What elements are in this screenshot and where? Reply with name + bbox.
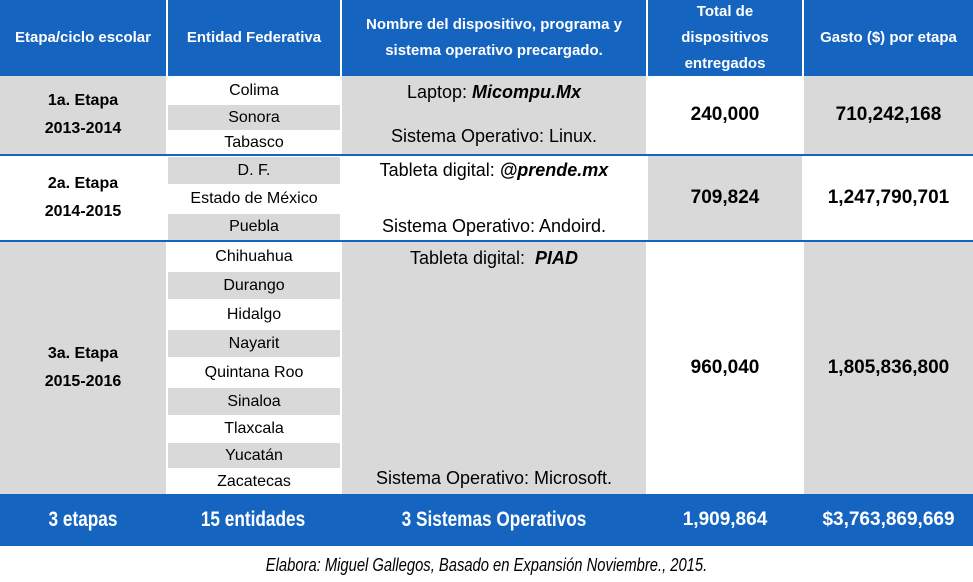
stage-years: 2013-2014	[44, 120, 122, 137]
header-device: Nombre del dispositivo, programa y siste…	[342, 0, 646, 76]
stage-name: 3a. Etapa	[47, 345, 119, 362]
device-line: Laptop: Micompu.Mx	[342, 82, 646, 103]
state-cell: Quintana Roo	[168, 359, 340, 386]
state-cell: Estado de México	[168, 185, 340, 213]
spend-cell: 710,242,168	[804, 76, 973, 154]
device-prefix: Tableta digital:	[379, 160, 500, 180]
header-stage: Etapa/ciclo escolar	[0, 0, 166, 76]
stage-years: 2015-2016	[44, 373, 122, 390]
os-line: Sistema Operativo: Microsoft.	[375, 468, 613, 488]
footer-systems: 3 Sistemas Operativos	[361, 494, 627, 546]
device-name: @prende.mx	[499, 160, 609, 180]
state-cell: Puebla	[168, 214, 340, 240]
footer-entities: 15 entidades	[176, 494, 330, 546]
total-cell: 240,000	[648, 76, 802, 154]
row-divider	[0, 154, 973, 156]
stage-cell: 1a. Etapa 2013-2014	[0, 76, 166, 154]
device-prefix: Tableta digital:	[409, 248, 536, 268]
state-cell: Sinaloa	[168, 388, 340, 415]
device-name: PIAD	[535, 248, 579, 268]
device-prefix: Laptop:	[406, 82, 473, 102]
stage-name: 2a. Etapa	[47, 175, 119, 192]
device-line: Tableta digital: PIAD	[342, 248, 646, 269]
row-divider	[0, 240, 973, 242]
state-cell: D. F.	[168, 157, 340, 184]
state-cell: Nayarit	[168, 330, 340, 357]
spend-cell: 1,805,836,800	[804, 242, 973, 494]
os-line: Sistema Operativo: Linux.	[390, 126, 598, 146]
state-cell: Hidalgo	[168, 301, 340, 328]
stage-years: 2014-2015	[44, 203, 122, 220]
device-line: Tableta digital: @prende.mx	[342, 160, 646, 181]
header-total: Total de dispositivos entregados	[648, 0, 802, 76]
footer-stages: 3 etapas	[14, 494, 152, 546]
state-cell: Tabasco	[168, 131, 340, 154]
device-name: Micompu.Mx	[472, 82, 582, 102]
device-cell: Laptop: Micompu.Mx Sistema Operativo: Li…	[342, 76, 646, 154]
state-cell: Chihuahua	[168, 243, 340, 270]
spend-cell: 1,247,790,701	[804, 156, 973, 240]
state-cell: Colima	[168, 78, 340, 104]
device-cell: Tableta digital: PIAD Sistema Operativo:…	[342, 242, 646, 494]
state-cell: Yucatán	[168, 443, 340, 468]
header-spend: Gasto ($) por etapa	[804, 0, 973, 76]
source-credit: Elabora: Miguel Gallegos, Basado en Expa…	[265, 555, 708, 575]
total-cell: 709,824	[648, 156, 802, 240]
state-cell: Durango	[168, 272, 340, 299]
header-entity: Entidad Federativa	[168, 0, 340, 76]
footer-total: 1,909,864	[648, 494, 802, 546]
stage-name: 1a. Etapa	[47, 92, 119, 109]
footer-spend: $3,763,869,669	[804, 494, 973, 546]
total-cell: 960,040	[648, 242, 802, 494]
state-cell: Zacatecas	[168, 469, 340, 494]
state-cell: Sonora	[168, 105, 340, 130]
stage-cell: 3a. Etapa 2015-2016	[0, 242, 166, 494]
state-cell: Tlaxcala	[168, 416, 340, 442]
device-cell: Tableta digital: @prende.mx Sistema Oper…	[342, 156, 646, 240]
os-line: Sistema Operativo: Andoird.	[381, 216, 607, 236]
stage-cell: 2a. Etapa 2014-2015	[0, 156, 166, 240]
